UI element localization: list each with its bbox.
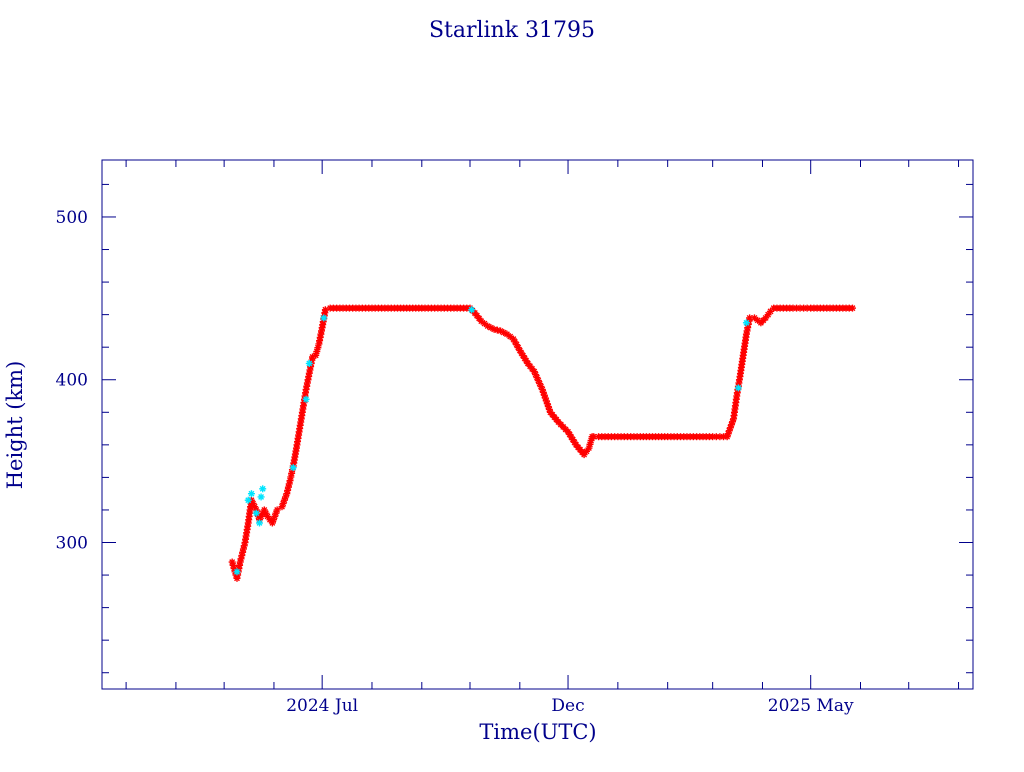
y-tick-labels: 300 400 500: [56, 208, 88, 554]
y-tick-label: 500: [56, 208, 88, 228]
x-tick-labels: 2024 Jul Dec 2025 May: [286, 696, 854, 716]
data-point: [244, 496, 252, 504]
chart-title: Starlink 31795: [429, 18, 595, 43]
data-point: [273, 506, 281, 514]
data-point: [734, 384, 742, 392]
data-point: [289, 464, 297, 472]
data-point: [848, 304, 856, 312]
x-tick-label: Dec: [551, 696, 584, 716]
y-axis-label: Height (km): [3, 361, 27, 490]
data-point: [746, 314, 754, 322]
data-point: [255, 519, 263, 527]
data-point: [742, 319, 750, 327]
data-point: [233, 568, 241, 576]
data-point: [259, 485, 267, 493]
y-tick-label: 400: [56, 371, 88, 391]
series: [233, 306, 750, 576]
data-point: [257, 493, 265, 501]
x-tick-label: 2024 Jul: [286, 696, 358, 716]
data-point: [252, 509, 260, 517]
data-points: [228, 304, 856, 582]
series: [228, 304, 856, 582]
plot-frame: [101, 159, 974, 690]
x-tick-label: 2025 May: [768, 696, 854, 716]
axis-ticks: [102, 160, 973, 689]
data-point: [305, 359, 313, 367]
data-point: [468, 306, 476, 314]
data-point: [247, 490, 255, 498]
x-axis-label: Time(UTC): [479, 720, 596, 744]
data-point: [521, 354, 529, 362]
data-point: [320, 314, 328, 322]
data-point: [302, 395, 310, 403]
y-tick-label: 300: [56, 534, 88, 554]
